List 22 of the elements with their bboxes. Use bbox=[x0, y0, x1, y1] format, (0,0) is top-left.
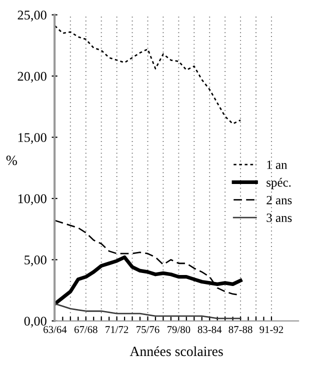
x-tick-label: 83-84 bbox=[198, 326, 222, 334]
y-tick-label: 5,00 bbox=[24, 256, 46, 266]
x-tick-label: 87-88 bbox=[228, 326, 252, 334]
line-series bbox=[54, 25, 242, 124]
x-tick-label: 63/64 bbox=[44, 326, 67, 334]
y-axis-title: % bbox=[6, 156, 17, 166]
x-tick-label: 71/72 bbox=[106, 326, 128, 334]
legend-label: 3 ans bbox=[266, 214, 292, 222]
y-tick-label: 15,00 bbox=[18, 133, 46, 144]
x-tick-label: 75/76 bbox=[136, 326, 160, 334]
x-axis-title: Années scolaires bbox=[130, 346, 223, 356]
legend-label: spéc. bbox=[266, 178, 291, 190]
legend-label: 1 an bbox=[267, 160, 288, 170]
legend-label: 2 ans bbox=[266, 196, 292, 204]
x-tick-label: 79/80 bbox=[168, 326, 190, 334]
line-series bbox=[54, 303, 242, 320]
x-tick-label: 67/68 bbox=[74, 326, 98, 334]
y-tick-label: 20,00 bbox=[18, 72, 46, 83]
y-tick-label: 25,00 bbox=[18, 10, 46, 22]
x-tick-label: 91-92 bbox=[260, 326, 284, 334]
y-tick-label: 10,00 bbox=[18, 194, 46, 206]
y-tick-label: 0,00 bbox=[24, 316, 46, 328]
